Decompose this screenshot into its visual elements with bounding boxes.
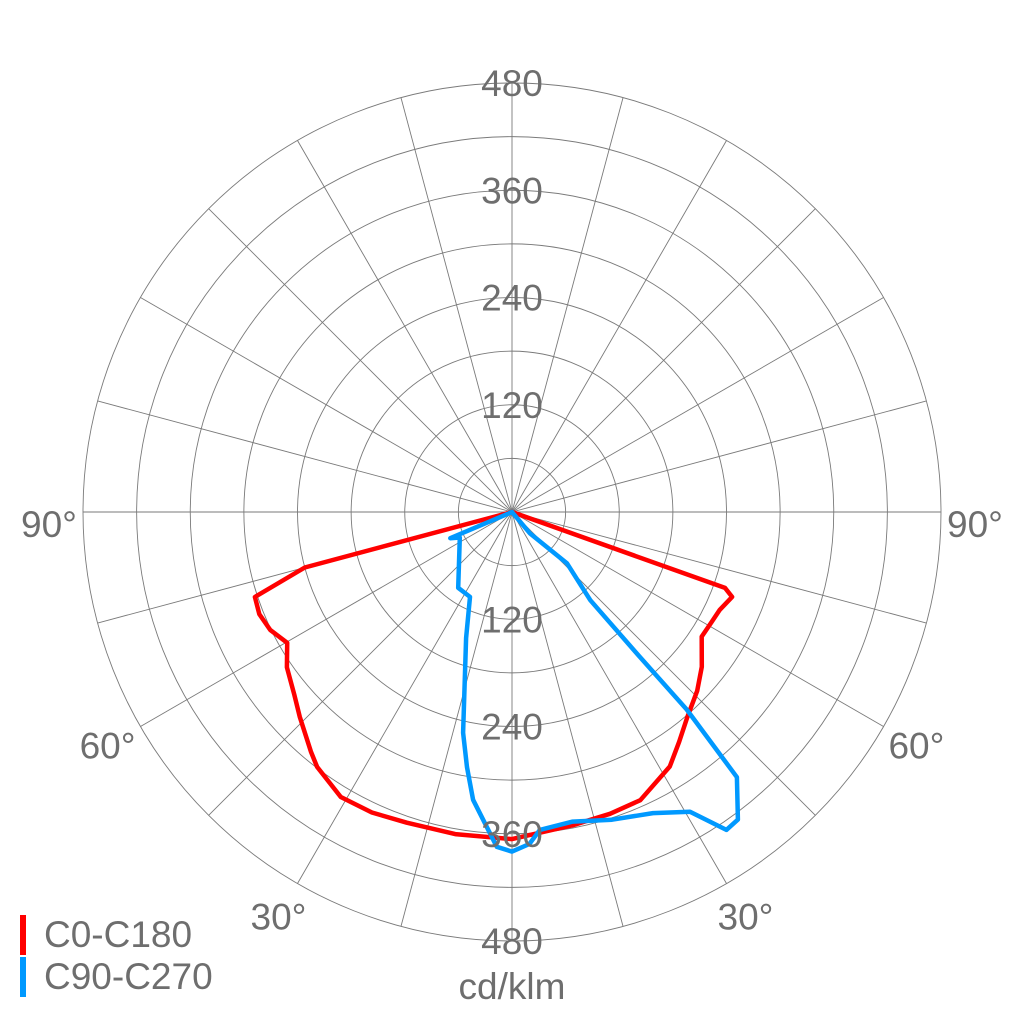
grid-spoke [511,208,816,513]
grid-spoke [297,140,513,513]
series-layer [252,509,741,854]
grid-spoke [511,511,624,927]
legend-swatch-blue [20,957,26,997]
angle-label-left: 90° [21,504,77,545]
radial-tick-label-bottom: 240 [481,707,543,748]
grid-spoke [511,140,727,513]
grid-spoke [208,208,513,513]
grid-spoke [97,400,513,513]
grid-spoke [140,297,513,513]
grid-spoke [511,97,624,513]
grid-spoke [511,511,927,624]
radial-tick-label-bottom: 360 [481,814,543,855]
grid-spoke [140,511,513,727]
unit-label: cd/klm [458,966,566,1007]
legend: C0-C180 C90-C270 [20,914,213,998]
grid-spoke [297,511,513,884]
radial-tick-label-bottom: 480 [481,921,543,962]
angle-label-left: 60° [80,726,136,767]
radial-tick-label-top: 480 [481,63,543,104]
legend-label: C0-C180 [44,914,193,955]
grid-spoke [511,511,884,727]
radial-tick-label-top: 120 [481,385,543,426]
series-line-c0-c180 [252,509,735,842]
tick-labels: 120 120 240 240 360 360 480 480 90° 90° 60° 60° 30° 3… [21,63,1003,962]
radial-tick-label-top: 240 [481,278,543,319]
angle-label-right: 60° [888,726,944,767]
legend-swatch-red [20,915,26,955]
angle-label-right: 30° [718,896,774,937]
angle-label-right: 90° [947,504,1003,545]
grid-spoke [511,400,927,513]
grid-spoke [511,511,727,884]
legend-item-c90-c270: C90-C270 [20,956,213,998]
grid-spoke [400,97,513,513]
series-line-c90-c270 [448,509,741,854]
grid-spoke [400,511,513,927]
legend-label: C90-C270 [44,956,213,997]
radial-tick-label-top: 360 [481,170,543,211]
legend-item-c0-c180: C0-C180 [20,914,213,956]
radial-tick-label-bottom: 120 [481,599,543,640]
angle-label-left: 30° [251,896,307,937]
grid-spoke [208,511,513,816]
grid-spoke [511,297,884,513]
